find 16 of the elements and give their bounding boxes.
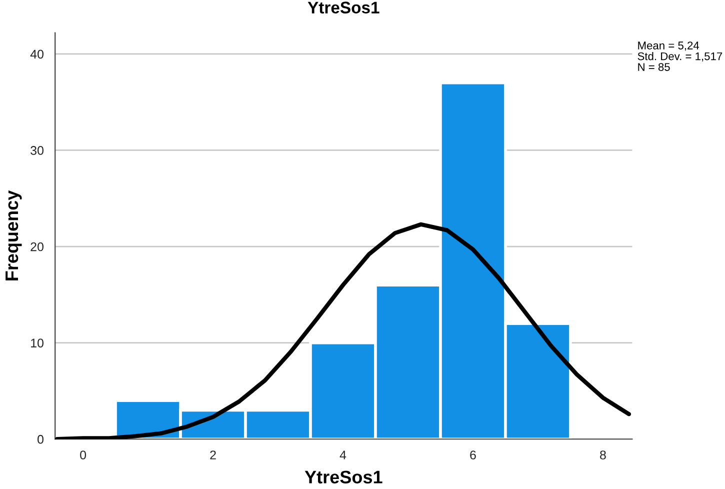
chart-title: YtreSos1 [308,2,380,14]
text: N = 85 [638,63,670,71]
x-tick-label: 0 [80,450,86,460]
y-tick-label: 0 [38,434,44,444]
y-tick-label: 30 [30,146,44,155]
x-tick-label: 8 [600,450,606,460]
y-tick-label: 40 [30,50,44,59]
y-tick-label: 20 [30,242,44,252]
text: Std. Dev. = 1,517 [638,52,722,62]
y-tick-label: 10 [31,338,44,348]
x-tick-label: 6 [470,450,476,460]
x-tick-label: 4 [340,450,346,460]
x-tick-label: 2 [210,450,216,460]
y-axis-title: Frequency [6,190,22,280]
x-axis-title: YtreSos1 [304,470,382,484]
text: Mean = 5,24 [638,42,700,51]
